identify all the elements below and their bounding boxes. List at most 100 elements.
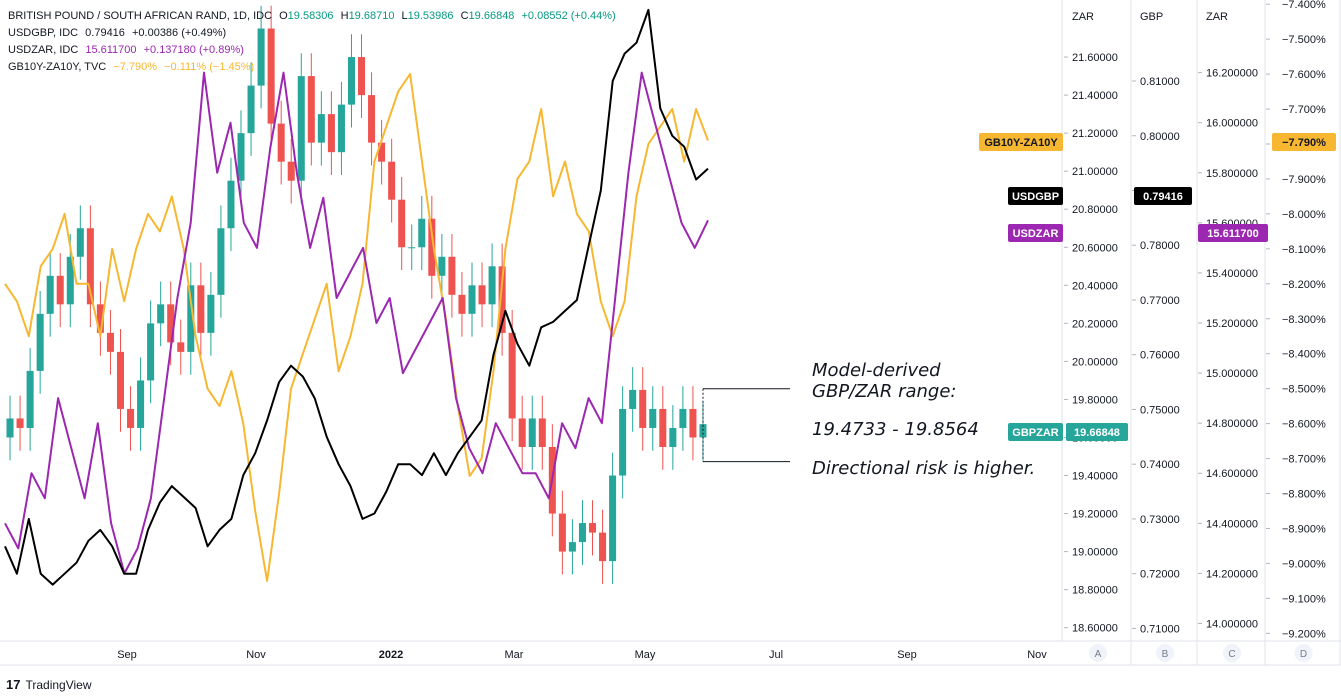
annotation-line-3: 19.4733 - 19.8564 xyxy=(812,419,979,440)
legend-gbpzar-close: 19.66848 xyxy=(468,10,515,22)
gbpzar-candle xyxy=(277,123,285,162)
y-tick-label: −7.500% xyxy=(1282,34,1326,46)
axis-letter: B xyxy=(1162,649,1169,660)
y-tick-label: 14.800000 xyxy=(1206,418,1258,430)
gbpzar-candle xyxy=(538,418,546,447)
usdgbp-label-tag-bg xyxy=(1008,187,1063,205)
y-tick-label: 15.200000 xyxy=(1206,318,1258,330)
y-tick-label: −8.600% xyxy=(1282,419,1326,431)
y-tick-label: 20.60000 xyxy=(1072,242,1118,254)
gbpzar-last-tag-bg xyxy=(1066,423,1128,441)
y-tick-label: 0.81000 xyxy=(1140,76,1180,88)
y-tick-label: −8.800% xyxy=(1282,489,1326,501)
y-tick-label: −7.900% xyxy=(1282,174,1326,186)
usdgbp-line xyxy=(4,8,709,586)
axis-letter-badge[interactable] xyxy=(1223,644,1241,662)
y-tick-label: 14.200000 xyxy=(1206,568,1258,580)
spread-last-tag: −7.790% xyxy=(1282,137,1326,149)
y-tick-label: 0.74000 xyxy=(1140,459,1180,471)
y-tick-label: −7.400% xyxy=(1282,0,1326,11)
gbpzar-candle xyxy=(267,28,275,124)
gbpzar-candle xyxy=(448,256,456,295)
axis-title: GBP xyxy=(1140,11,1163,23)
axis-letter-badge[interactable] xyxy=(1156,644,1174,662)
gbpzar-candle xyxy=(438,256,446,276)
y-tick-label: 16.200000 xyxy=(1206,68,1258,80)
legend-gbpzar-high: 19.68710 xyxy=(348,10,395,22)
gbpzar-candle xyxy=(508,332,516,419)
gbpzar-candle xyxy=(297,76,305,181)
legend-spread-change: −0.111% (−1.45%) xyxy=(164,61,255,73)
gbpzar-candle xyxy=(629,389,637,409)
gbpzar-candle xyxy=(518,418,526,447)
y-tick-label: −8.900% xyxy=(1282,523,1326,535)
y-tick-label: 0.78000 xyxy=(1140,240,1180,252)
gbpzar-label-tag-bg xyxy=(1008,423,1063,441)
y-tick-label: −8.200% xyxy=(1282,279,1326,291)
y-tick-label: 0.77000 xyxy=(1140,295,1180,307)
axis-letter-badge[interactable] xyxy=(1294,644,1313,662)
usdgbp-label-tag: USDGBP xyxy=(1012,191,1059,203)
axis-letter: A xyxy=(1095,649,1102,660)
gbpzar-candle xyxy=(167,304,175,343)
y-tick-label: −9.200% xyxy=(1282,628,1326,640)
legend: BRITISH POUND / SOUTH AFRICAN RAND, 1D, … xyxy=(8,8,620,76)
y-tick-label: 15.800000 xyxy=(1206,168,1258,180)
y-tick-label: 15.400000 xyxy=(1206,268,1258,280)
gbpzar-candle xyxy=(388,161,396,200)
y-tick-label: 20.80000 xyxy=(1072,204,1118,216)
gbpzar-candle xyxy=(639,389,647,428)
gbpzar-candle xyxy=(177,342,185,352)
x-tick-label: 2022 xyxy=(379,649,403,661)
legend-row-spread[interactable]: GB10Y-ZA10Y, TVC −7.790% −0.111% (−1.45%… xyxy=(8,59,620,76)
y-tick-label: 20.00000 xyxy=(1072,356,1118,368)
gbpzar-candle xyxy=(147,323,155,381)
gbpzar-candle xyxy=(368,95,376,143)
y-tick-label: 0.75000 xyxy=(1140,404,1180,416)
gbpzar-candle xyxy=(428,218,436,276)
usdgbp-last-tag-bg xyxy=(1134,187,1192,205)
gbpzar-candle xyxy=(66,256,74,305)
y-tick-label: 21.00000 xyxy=(1072,166,1118,178)
gbpzar-candle xyxy=(96,304,104,333)
gbpzar-label-tag: GBPZAR xyxy=(1012,427,1059,439)
y-tick-label: −9.100% xyxy=(1282,593,1326,605)
y-tick-label: 18.60000 xyxy=(1072,623,1118,635)
legend-row-gbpzar[interactable]: BRITISH POUND / SOUTH AFRICAN RAND, 1D, … xyxy=(8,8,620,25)
legend-usdgbp-value: 0.79416 xyxy=(85,27,125,39)
gbpzar-candle xyxy=(458,294,466,314)
usdgbp-last-tag: 0.79416 xyxy=(1143,191,1183,203)
y-tick-label: 14.400000 xyxy=(1206,518,1258,530)
gbpzar-candle xyxy=(578,523,586,543)
y-tick-label: 21.40000 xyxy=(1072,90,1118,102)
axis-title: ZAR xyxy=(1206,11,1228,23)
gbpzar-candle xyxy=(16,418,24,428)
y-tick-label: 0.73000 xyxy=(1140,514,1180,526)
y-tick-label: 19.40000 xyxy=(1072,471,1118,483)
axis-letter-badge[interactable] xyxy=(1089,644,1107,662)
gbpzar-candle xyxy=(398,199,406,248)
axis-letter: C xyxy=(1228,649,1235,660)
legend-row-usdgbp[interactable]: USDGBP, IDC 0.79416 +0.00386 (+0.49%) xyxy=(8,25,620,42)
gbpzar-candle xyxy=(699,424,707,438)
y-tick-label: −8.300% xyxy=(1282,314,1326,326)
footer-brand[interactable]: 17 TradingView xyxy=(6,677,92,692)
y-tick-label: 0.71000 xyxy=(1140,623,1180,635)
legend-row-usdzar[interactable]: USDZAR, IDC 15.611700 +0.137180 (+0.89%) xyxy=(8,42,620,59)
gbpzar-candles xyxy=(6,5,707,584)
gbpzar-candle xyxy=(689,408,697,438)
y-tick-label: −7.700% xyxy=(1282,104,1326,116)
y-tick-label: −8.700% xyxy=(1282,454,1326,466)
gbpzar-candle xyxy=(127,408,135,428)
gbpzar-candle xyxy=(6,418,14,438)
gbpzar-candle xyxy=(337,104,345,153)
gbpzar-candle xyxy=(488,266,496,305)
legend-usdzar-change: +0.137180 (+0.89%) xyxy=(143,44,244,56)
gbpzar-candle xyxy=(317,114,325,143)
legend-gbpzar-open-key: O xyxy=(279,10,288,22)
legend-gbpzar-change: +0.08552 (+0.44%) xyxy=(521,10,616,22)
y-tick-label: 0.72000 xyxy=(1140,569,1180,581)
gbpzar-candle xyxy=(568,542,576,552)
gbpzar-candle xyxy=(679,408,687,428)
